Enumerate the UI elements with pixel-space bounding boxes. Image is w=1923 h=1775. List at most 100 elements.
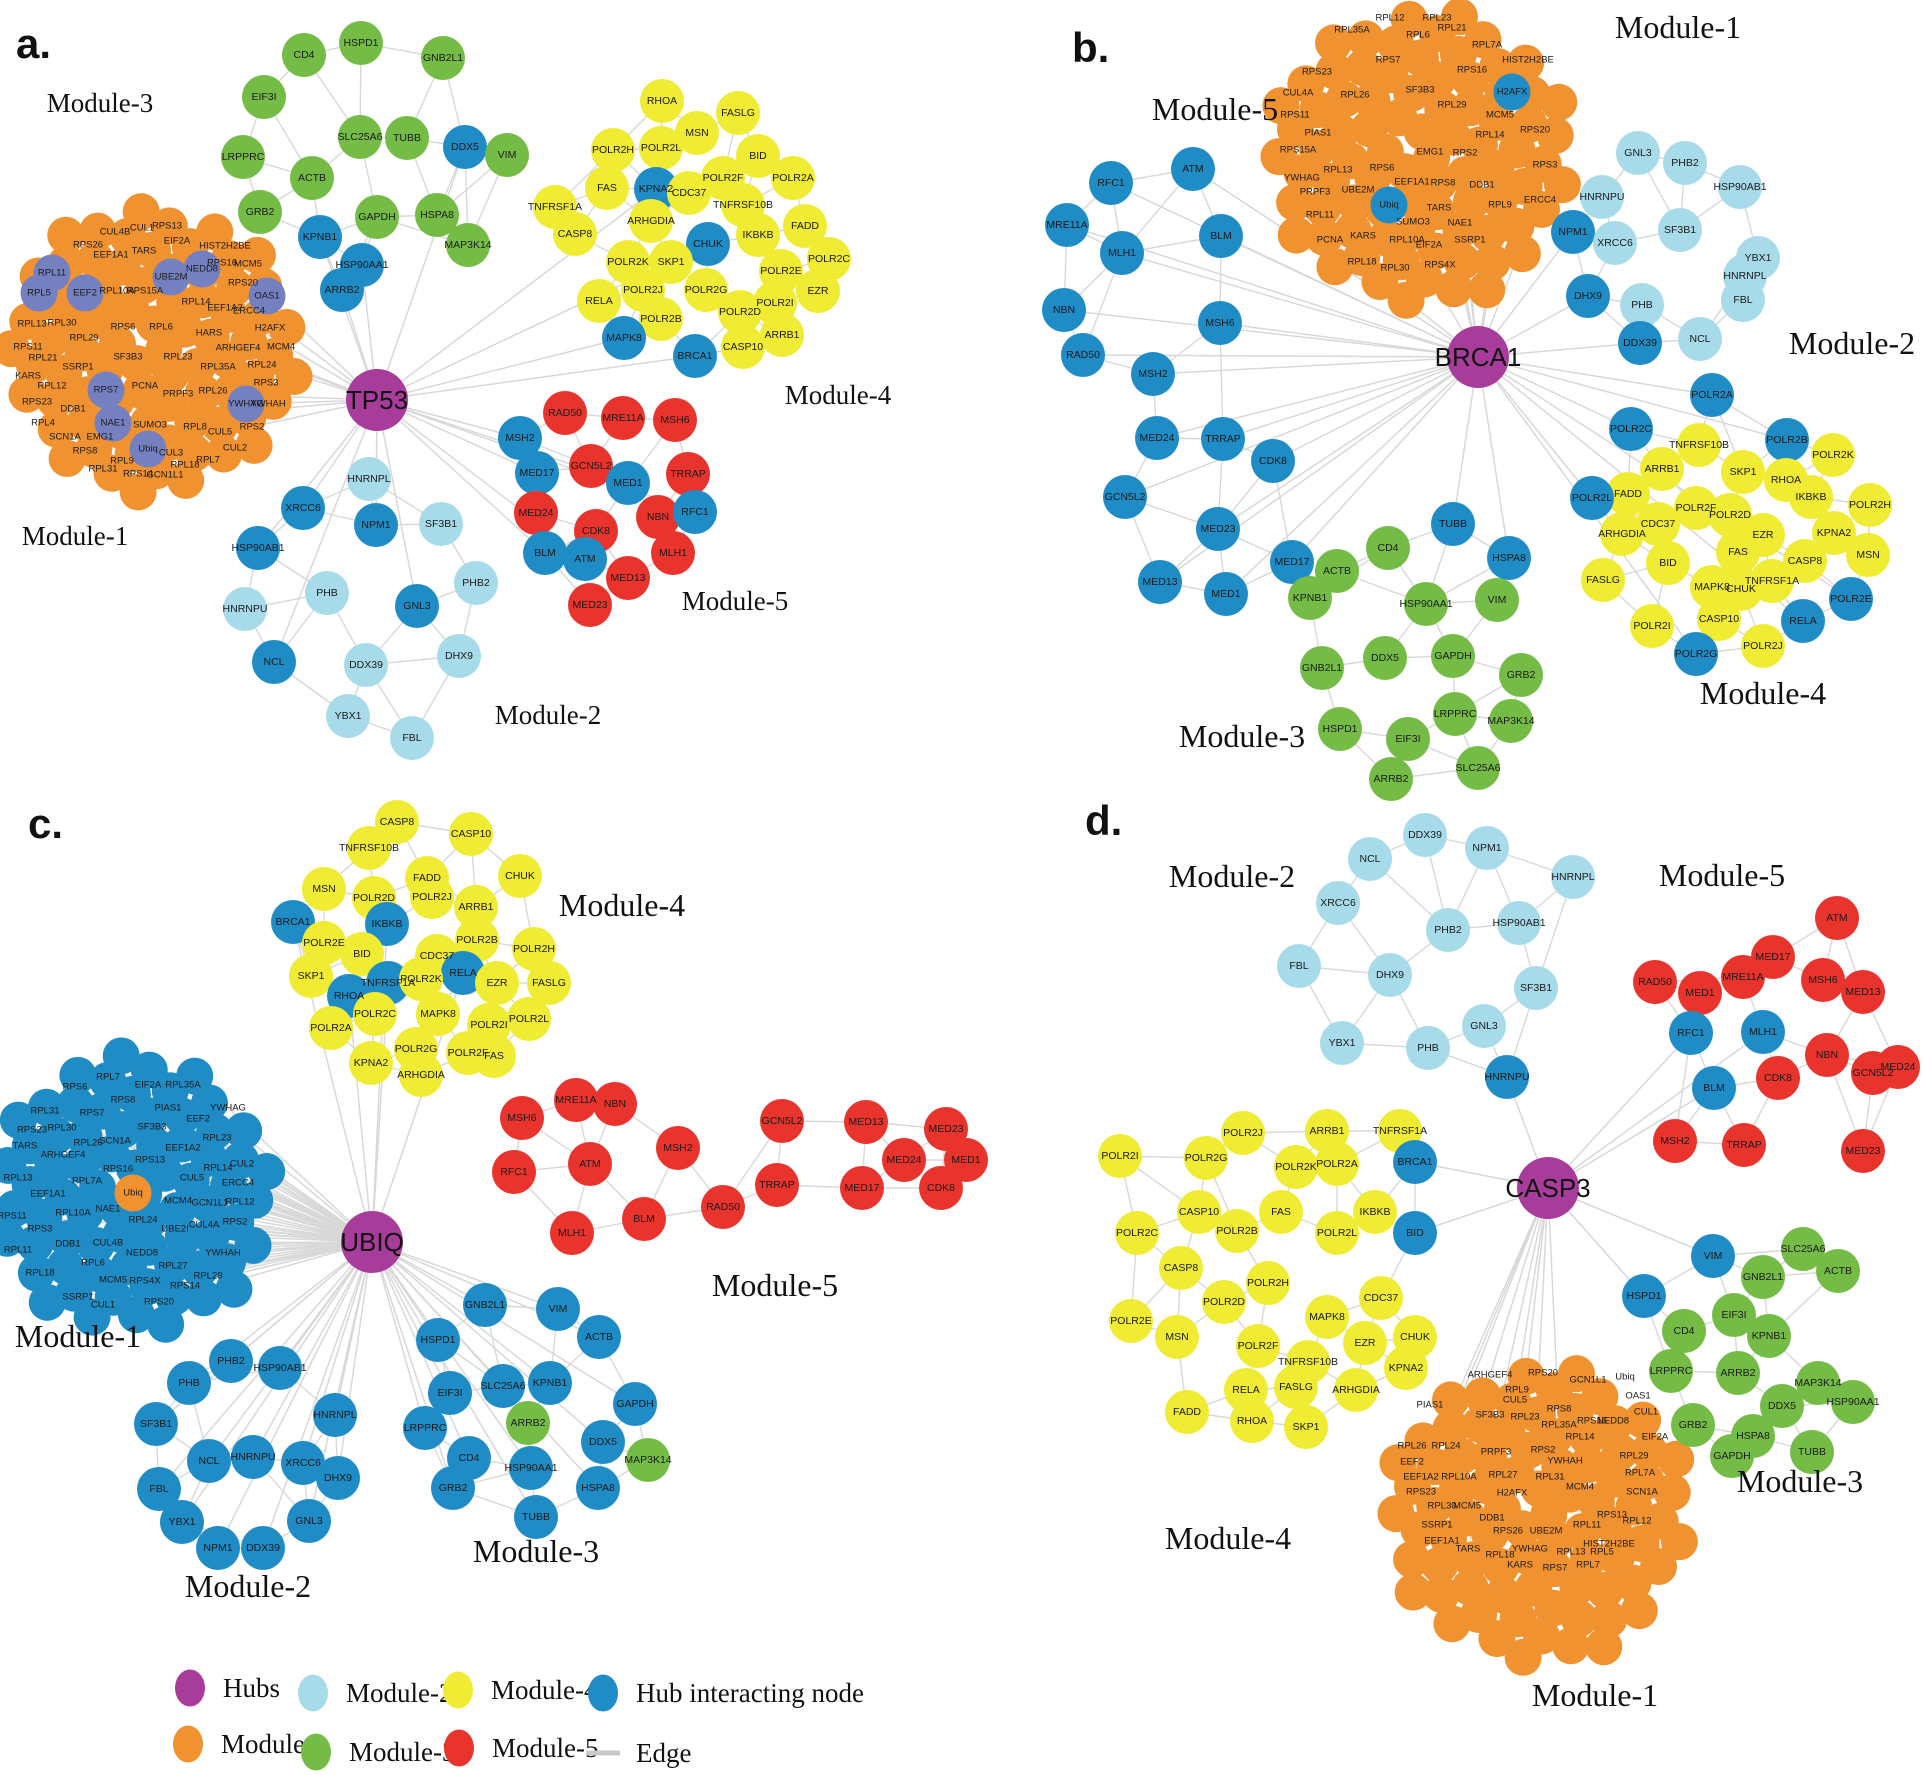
node-FBL — [390, 716, 434, 760]
node-label-ACTB: ACTB — [585, 1331, 613, 1343]
node-label-SUMO3: SUMO3 — [1396, 217, 1430, 228]
node-label-CDK8: CDK8 — [582, 525, 610, 537]
node-CD4 — [1366, 526, 1410, 570]
node-label-RPL7: RPL7 — [96, 1072, 120, 1083]
node-DDX39 — [1618, 321, 1662, 365]
node-label-POLR2J: POLR2J — [1223, 1127, 1263, 1139]
legend-swatch-m5 — [444, 1729, 474, 1767]
node-label-RPS16: RPS16 — [1577, 1416, 1607, 1427]
node-HSP90AA1 — [1404, 582, 1448, 626]
node-label-KPNA2: KPNA2 — [639, 183, 674, 195]
node-label-H2AFX: H2AFX — [255, 323, 286, 334]
node-DHX9 — [1368, 953, 1412, 997]
node-label-RHOA: RHOA — [647, 95, 677, 107]
node-label-RPL6: RPL6 — [149, 322, 173, 333]
node-label-RHOA: RHOA — [1771, 474, 1801, 486]
cluster-node — [1394, 1573, 1432, 1611]
hub-label-CASP3: CASP3 — [1505, 1173, 1590, 1203]
legend-label: Edge — [636, 1738, 691, 1768]
cluster-node — [56, 1085, 94, 1123]
node-label-RPL30: RPL30 — [47, 1123, 76, 1134]
node-CDC37 — [1359, 1276, 1403, 1320]
cluster-node — [1653, 1473, 1691, 1511]
node-label-CUL2: CUL2 — [230, 1159, 254, 1170]
node-KPNB1 — [298, 215, 342, 259]
node-NCL — [187, 1439, 231, 1483]
node-label-KPNB1: KPNB1 — [533, 1377, 568, 1389]
node-label-MED23: MED23 — [1845, 1145, 1880, 1157]
cluster-node — [1440, 0, 1478, 36]
node-RPL5 — [20, 274, 58, 312]
node-XRCC6 — [1593, 221, 1637, 265]
cluster-node — [79, 212, 117, 250]
node-label-EIF2A: EIF2A — [1416, 240, 1443, 251]
node-label-POLR2E: POLR2E — [303, 937, 344, 949]
node-label-RPS7: RPS7 — [94, 385, 119, 396]
node-POLR2D — [1202, 1280, 1246, 1324]
node-label-ARRB1: ARRB1 — [1644, 463, 1679, 475]
node-label-BRCA1: BRCA1 — [1397, 1156, 1432, 1168]
node-label-MSH2: MSH2 — [505, 432, 534, 444]
node-label-BRCA1: BRCA1 — [677, 350, 712, 362]
node-label-MED17: MED17 — [844, 1182, 879, 1194]
node-TRRAP — [1201, 417, 1245, 461]
node-label-CUL1: CUL1 — [1634, 1407, 1658, 1418]
node-DDX5 — [1363, 636, 1407, 680]
node-label-RPL7: RPL7 — [1576, 1560, 1600, 1571]
node-HSPA8 — [415, 193, 459, 237]
node-label-RPS20: RPS20 — [144, 1297, 174, 1308]
node-label-FBL: FBL — [149, 1483, 168, 1495]
legend-label: Module-4 — [491, 1675, 598, 1705]
node-MED1 — [1678, 971, 1722, 1015]
node-label-HIST2H2BE: HIST2H2BE — [199, 241, 251, 252]
node-label-GNB2L1: GNB2L1 — [423, 52, 463, 64]
node-ATM — [568, 1142, 612, 1186]
node-label-RPL4: RPL4 — [31, 418, 55, 429]
legend-label: Module-2 — [346, 1678, 452, 1708]
node-label-HSPA8: HSPA8 — [581, 1482, 615, 1494]
node-label-LRPPRC: LRPPRC — [404, 1422, 447, 1434]
node-label-BLM: BLM — [1210, 230, 1232, 242]
node-label-POLR2J: POLR2J — [1743, 640, 1783, 652]
node-label-DDX5: DDX5 — [1371, 652, 1399, 664]
node-CASP8 — [1783, 539, 1827, 583]
node-label-POLR2E: POLR2E — [1830, 593, 1871, 605]
edge — [376, 399, 546, 554]
node-label-NBN: NBN — [647, 511, 669, 523]
node-label-POLR2L: POLR2L — [509, 1013, 549, 1025]
node-label-HNRNPL: HNRNPL — [347, 473, 390, 485]
node-label-CDC37: CDC37 — [1641, 518, 1676, 530]
node-SLC25A6 — [338, 115, 382, 159]
node-label-PHB: PHB — [1417, 1042, 1439, 1054]
node-label-HNRNPL: HNRNPL — [1723, 270, 1766, 282]
node-EZR — [1343, 1321, 1387, 1365]
legend-swatch-m3 — [301, 1733, 331, 1771]
node-POLR2H — [1246, 1261, 1290, 1305]
node-label-TRRAP: TRRAP — [759, 1179, 795, 1191]
node-label-GAPDH: GAPDH — [1434, 650, 1471, 662]
node-label-CUL1: CUL1 — [130, 223, 154, 234]
node-VIM — [536, 1287, 580, 1331]
cluster-node — [9, 302, 47, 340]
node-POLR2A — [771, 156, 815, 200]
node-PHB — [1620, 283, 1664, 327]
node-POLR2I — [1098, 1134, 1142, 1178]
cluster-node — [28, 1088, 66, 1126]
node-CASP10 — [1177, 1190, 1221, 1234]
node-label-MED24: MED24 — [886, 1154, 921, 1166]
node-POLR2E — [1829, 577, 1873, 621]
node-label-POLR2C: POLR2C — [808, 253, 850, 265]
hub-label-TP53: TP53 — [346, 385, 408, 415]
node-RPS7 — [87, 371, 125, 409]
node-label-BID: BID — [1406, 1227, 1424, 1239]
node-DDX5 — [443, 125, 487, 169]
node-ARRB2 — [1369, 757, 1413, 801]
node-label-CASP8: CASP8 — [1788, 555, 1823, 567]
cluster-node — [147, 1305, 185, 1343]
node-label-RPS4X: RPS4X — [129, 1276, 161, 1287]
node-KPNA2 — [1812, 511, 1856, 555]
edge — [376, 188, 657, 401]
node-label-TRRAP: TRRAP — [1726, 1139, 1762, 1151]
node-label-CHUK: CHUK — [693, 238, 723, 250]
edge — [337, 1241, 373, 1479]
